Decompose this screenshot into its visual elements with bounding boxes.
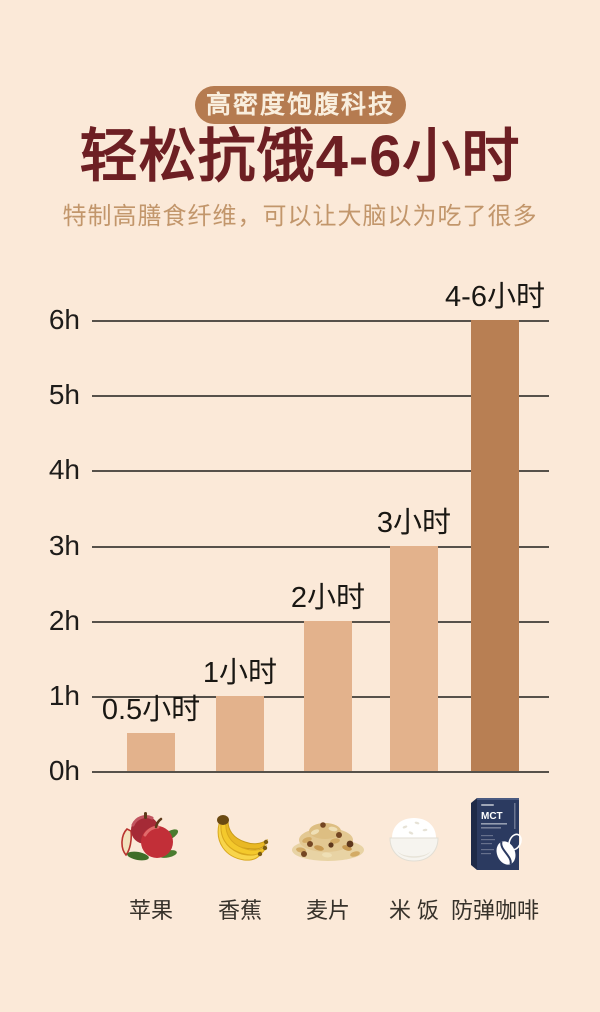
bar-value-label-0: 0.5小时 bbox=[101, 694, 201, 727]
food-label-rice: 米 饭 bbox=[388, 898, 440, 923]
y-tick-0h: 0h bbox=[48, 755, 80, 786]
coffee-box-label: MCT bbox=[481, 811, 503, 822]
gridline-0h: 0h bbox=[49, 757, 549, 785]
bar-0 bbox=[127, 733, 175, 771]
badge-text: 高密度饱腹科技 bbox=[205, 90, 395, 119]
bar-3 bbox=[390, 545, 438, 771]
rice-icon bbox=[387, 815, 441, 862]
food-labels-row: 苹果 香蕉 麦片 米 饭 防弹咖啡 bbox=[0, 898, 600, 925]
bar-4 bbox=[471, 320, 519, 771]
food-label-banana: 香蕉 bbox=[217, 898, 263, 923]
food-label-apple: 苹果 bbox=[128, 898, 174, 923]
y-tick-1h: 1h bbox=[48, 679, 80, 711]
bulletproof-coffee-box-icon: MCT bbox=[465, 795, 525, 873]
food-icons-row: MCT bbox=[0, 797, 600, 875]
oats-icon bbox=[289, 814, 367, 862]
bar-value-label-3: 3小时 bbox=[376, 506, 452, 539]
y-tick-6h: 6h bbox=[48, 304, 80, 335]
bar-1 bbox=[216, 695, 264, 771]
gridline-4h: 4h bbox=[49, 456, 549, 484]
badge-pill: 高密度饱腹科技 bbox=[195, 86, 406, 124]
bar-2 bbox=[304, 620, 352, 771]
gridline-3h: 3h bbox=[49, 531, 549, 559]
page-subtitle: 特制高膳食纤维，可以让大脑以为吃了很多 bbox=[62, 203, 538, 230]
bar-value-label-4: 4-6小时 bbox=[445, 281, 545, 313]
gridline-5h: 5h bbox=[49, 381, 549, 409]
food-label-coffee: 防弹咖啡 bbox=[450, 898, 540, 923]
food-label-oats: 麦片 bbox=[305, 898, 351, 923]
bar-chart: 6h 5h 4h 3h 2h 1h 0h 0.5小时 1小时 2小时 3小时 4-6小时 bbox=[49, 283, 549, 785]
y-tick-4h: 4h bbox=[48, 454, 80, 486]
banana-icon bbox=[211, 812, 269, 862]
y-tick-3h: 3h bbox=[48, 529, 80, 561]
y-tick-2h: 2h bbox=[48, 604, 80, 636]
bar-value-label-1: 1小时 bbox=[202, 656, 278, 689]
bar-value-label-2: 2小时 bbox=[290, 581, 366, 614]
page-title: 轻松抗饿4-6小时 bbox=[79, 124, 521, 189]
gridline-6h: 6h bbox=[49, 306, 549, 334]
y-tick-5h: 5h bbox=[48, 379, 80, 411]
apple-icon bbox=[119, 810, 183, 862]
